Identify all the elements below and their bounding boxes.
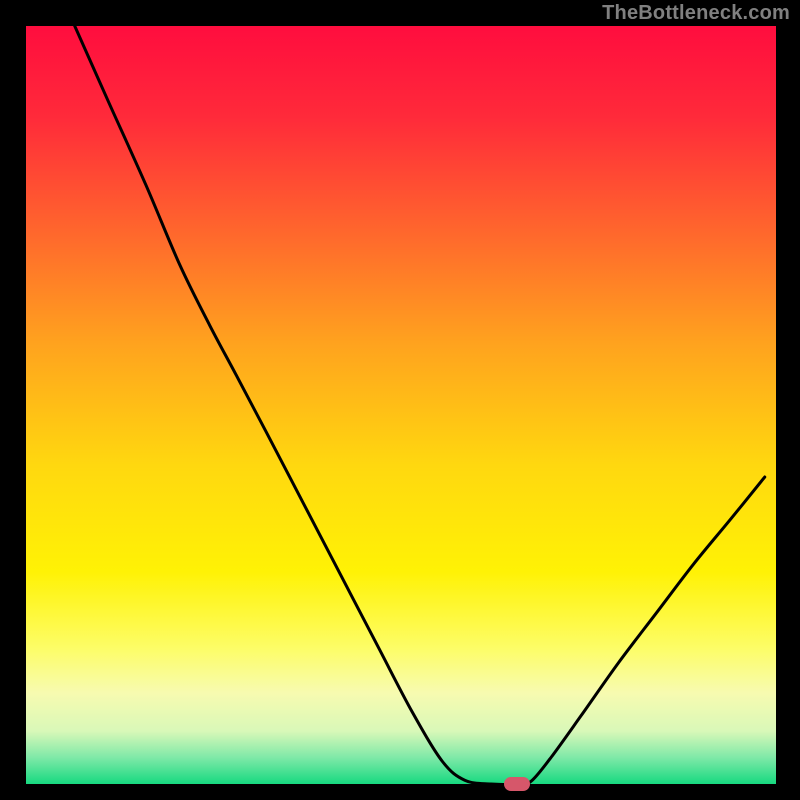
bottleneck-curve <box>26 26 776 784</box>
watermark-text: TheBottleneck.com <box>602 2 790 25</box>
plot-area <box>26 26 776 784</box>
chart-frame: TheBottleneck.com <box>0 0 800 800</box>
optimal-point-marker <box>504 777 530 791</box>
